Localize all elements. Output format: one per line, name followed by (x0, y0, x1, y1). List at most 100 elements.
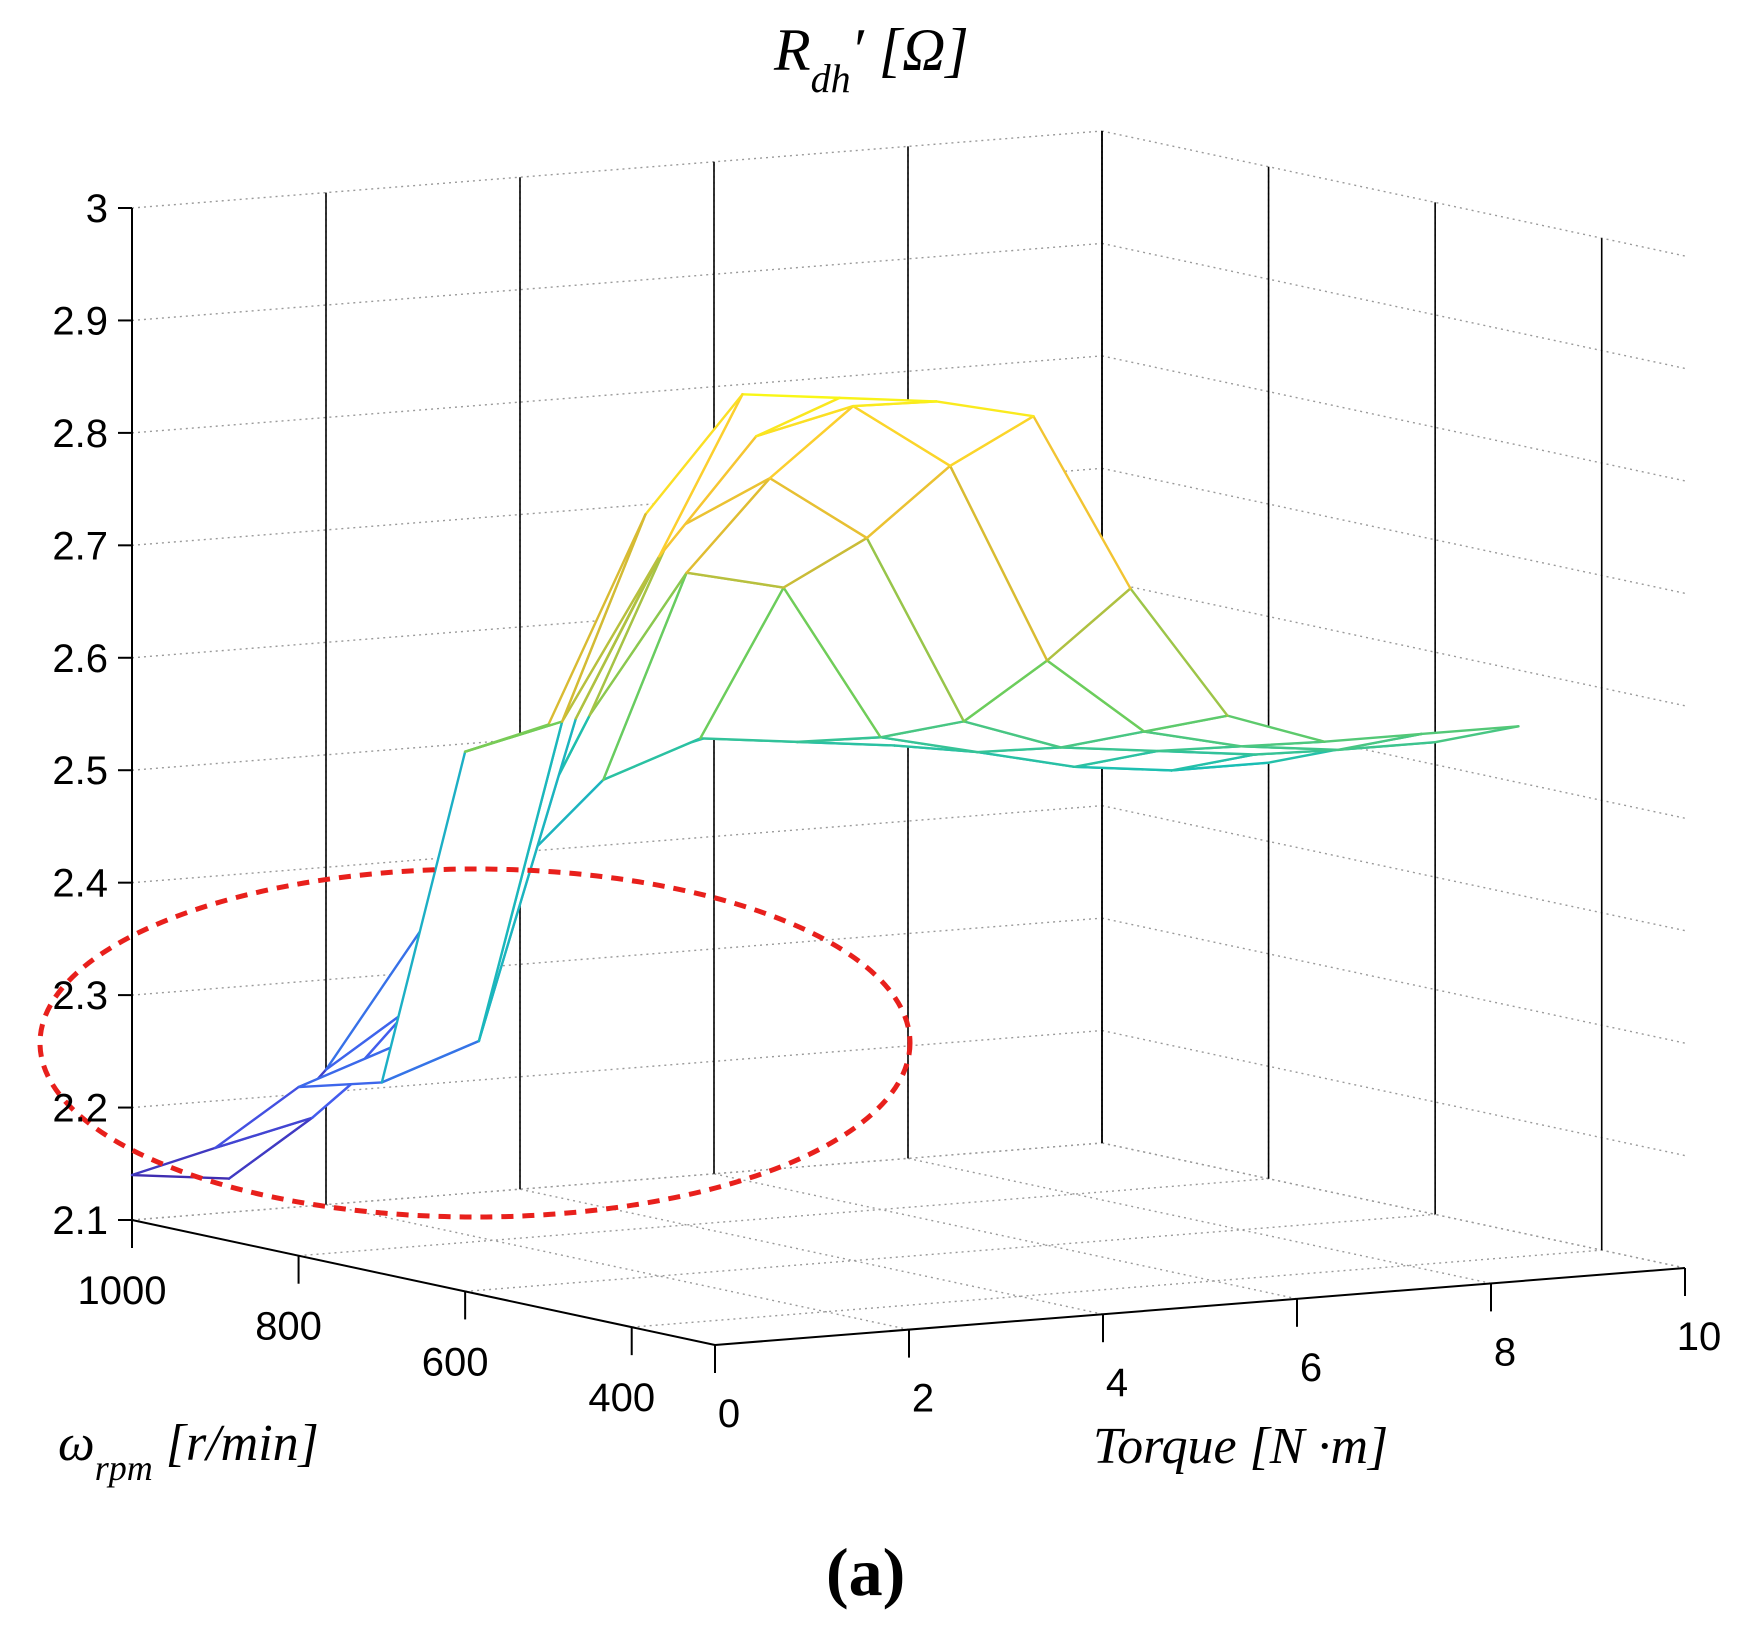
surface-edge (879, 720, 966, 739)
surface-mesh (130, 393, 1520, 1180)
y-axis-label-tail: [r/min] (153, 1415, 319, 1472)
surface-edge (574, 555, 661, 720)
x-tick-label: 6 (1300, 1346, 1322, 1390)
surface-edge (657, 435, 758, 558)
z-tick-label: 2.6 (52, 637, 108, 681)
surface-edge (1045, 587, 1132, 662)
surface-edge (1239, 745, 1340, 752)
annotation-ellipse (37, 866, 913, 1220)
surface-edge (1323, 732, 1423, 743)
grid-line (131, 1142, 1103, 1221)
surface-edge (130, 1146, 217, 1177)
y-axis-label-main: ω (58, 1415, 95, 1472)
surface-edge (1142, 714, 1229, 733)
surface-edge (935, 400, 1035, 418)
surface-face (853, 401, 1034, 466)
grid-line (298, 1178, 1269, 1257)
surface-edge (297, 1081, 384, 1089)
panel-label: (a) (826, 1534, 905, 1610)
grid-line (325, 1203, 910, 1331)
y-axis-label-sub: rpm (95, 1448, 153, 1488)
surface-edge (865, 464, 952, 540)
annotation-layer (37, 866, 913, 1220)
surface-edge (214, 1116, 314, 1150)
surface-edge (324, 925, 425, 1071)
surface-edge (948, 415, 1035, 468)
chart-title: Rdh′ [Ω] (773, 17, 969, 101)
y-axis-label: ωrpm [r/min] (58, 1415, 319, 1488)
surface-edge (1059, 730, 1146, 749)
surface-edge (477, 720, 564, 1043)
surface-edge (1059, 746, 1160, 753)
surface-edge (768, 404, 855, 480)
surface-edge (1226, 714, 1326, 743)
surface-edge (685, 571, 785, 589)
surface-face (866, 465, 1048, 722)
grid-line (131, 130, 1103, 209)
grid-line (631, 1249, 1602, 1328)
surface-face (659, 394, 840, 557)
surface-edge (560, 513, 647, 723)
grid-line (1101, 355, 1686, 482)
grid-line (1101, 1142, 1686, 1269)
grid-line (713, 1173, 1298, 1300)
surface-edge (782, 586, 882, 739)
axes (118, 207, 1686, 1373)
surface-edge (1253, 748, 1340, 756)
surface-edge (644, 393, 744, 516)
grid-line (131, 917, 1103, 996)
surface-edge (1420, 725, 1520, 736)
surface-edge (657, 393, 744, 558)
surface-face (977, 747, 1158, 767)
chart-title-sub: dh (811, 56, 851, 101)
grid-line (1101, 130, 1686, 257)
grid-line (131, 242, 1103, 322)
surface-edge (380, 1039, 481, 1084)
surface-face (1338, 726, 1519, 750)
z-tick-label: 2.7 (52, 524, 108, 568)
x-axis-line (714, 1267, 1686, 1346)
grid-line (1101, 1029, 1686, 1157)
surface-edge (1142, 730, 1243, 748)
surface-face (963, 660, 1145, 748)
grid-line (1101, 1142, 1686, 1269)
surface-edge (741, 393, 841, 400)
surface-edge (1336, 732, 1423, 752)
surface-edge (463, 723, 550, 753)
surface-edge (782, 536, 869, 589)
surface-edge (865, 536, 966, 723)
z-tick-label: 3 (86, 187, 108, 231)
surface-edge (1073, 749, 1160, 769)
surface-edge (838, 396, 938, 403)
x-tick-labels: 0 2 4 6 8 10 (718, 1315, 1721, 1436)
grid-line (1101, 242, 1686, 370)
grid-line (131, 804, 1103, 884)
x-tick-label: 0 (718, 1392, 740, 1436)
surface-edge (962, 659, 1049, 723)
z-tick-label: 2.2 (52, 1087, 108, 1131)
y-tick-label: 800 (255, 1305, 322, 1349)
surface-edge (477, 717, 578, 1043)
surface-edge (602, 571, 688, 781)
surface-face (950, 416, 1131, 661)
surface-face (1047, 588, 1228, 732)
surface-edge (671, 476, 772, 533)
surface-edge (227, 1116, 314, 1180)
x-tick-label: 2 (912, 1377, 934, 1421)
surface-edge (1073, 765, 1173, 772)
surface-edge (754, 396, 841, 438)
surface-edge (588, 529, 675, 717)
surface-edge (1170, 761, 1270, 772)
x-axis-label: Torque [N ·m] (1093, 1418, 1388, 1475)
surface-edge (796, 736, 882, 744)
surface-edge (754, 404, 855, 438)
surface-edge (685, 476, 772, 574)
surface-edge (380, 750, 467, 1084)
chart-title-main: R (773, 17, 811, 83)
surface-face (686, 478, 867, 588)
surface-edge (547, 513, 647, 726)
grid-line (465, 1213, 1436, 1293)
x-tick-label: 10 (1677, 1315, 1722, 1359)
surface-edge (560, 555, 661, 723)
